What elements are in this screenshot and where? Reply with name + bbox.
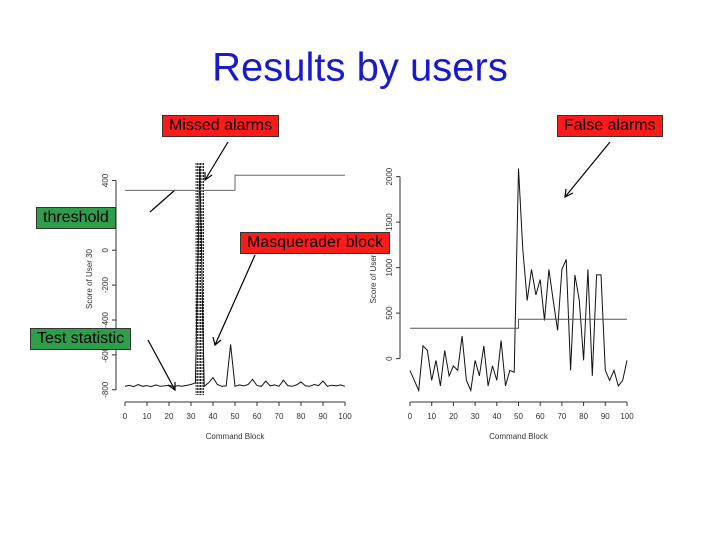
x-tick-label: 10 [143, 412, 152, 421]
y-tick-label: 0 [385, 356, 394, 361]
y-tick-label: 0 [101, 247, 110, 252]
y-tick-label: 1500 [385, 213, 394, 231]
threshold-label: threshold [36, 207, 116, 229]
series-line [124, 166, 346, 388]
x-tick-label: 40 [492, 412, 501, 421]
y-tick-label: -400 [101, 311, 110, 328]
x-tick-label: 30 [471, 412, 480, 421]
x-axis-label: Command Block [489, 432, 549, 441]
x-tick-label: 70 [557, 412, 566, 421]
x-tick-label: 30 [187, 412, 196, 421]
series-line [409, 168, 628, 393]
series-line [125, 174, 345, 191]
y-axis-label: Score of User [369, 254, 378, 303]
x-tick-label: 10 [427, 412, 436, 421]
y-tick-label: -600 [101, 346, 110, 363]
arrows [147, 141, 611, 392]
test-statistic-label: Test statistic [30, 328, 132, 350]
x-tick-label: 50 [231, 412, 240, 421]
x-tick-label: 100 [338, 412, 352, 421]
y-tick-label: 1000 [385, 258, 394, 276]
x-tick-label: 60 [253, 412, 262, 421]
missed-alarms-label: Missed alarms [162, 115, 280, 137]
y-tick-label: 2000 [385, 167, 394, 185]
series-line [410, 318, 627, 329]
x-axis-label: Command Block [206, 432, 266, 441]
x-tick-label: 50 [514, 412, 523, 421]
x-tick-label: 80 [297, 412, 306, 421]
y-tick-label: 500 [385, 306, 394, 320]
x-tick-label: 0 [408, 412, 413, 421]
masquerader-block-label: Masquerader block [240, 232, 391, 254]
y-tick-label: -200 [101, 277, 110, 294]
x-tick-label: 90 [319, 412, 328, 421]
y-axis-label: Score of User 30 [85, 248, 94, 309]
x-tick-label: 40 [209, 412, 218, 421]
x-tick-label: 80 [579, 412, 588, 421]
false-alarms-label: False alarms [557, 115, 663, 137]
slide-title: Results by users [212, 46, 508, 90]
x-tick-label: 100 [620, 412, 634, 421]
x-tick-label: 0 [123, 412, 128, 421]
x-tick-label: 70 [275, 412, 284, 421]
x-tick-label: 60 [536, 412, 545, 421]
y-tick-label: -800 [101, 381, 110, 398]
x-tick-label: 90 [601, 412, 610, 421]
x-tick-label: 20 [449, 412, 458, 421]
x-tick-label: 20 [165, 412, 174, 421]
y-tick-label: 400 [101, 173, 110, 187]
